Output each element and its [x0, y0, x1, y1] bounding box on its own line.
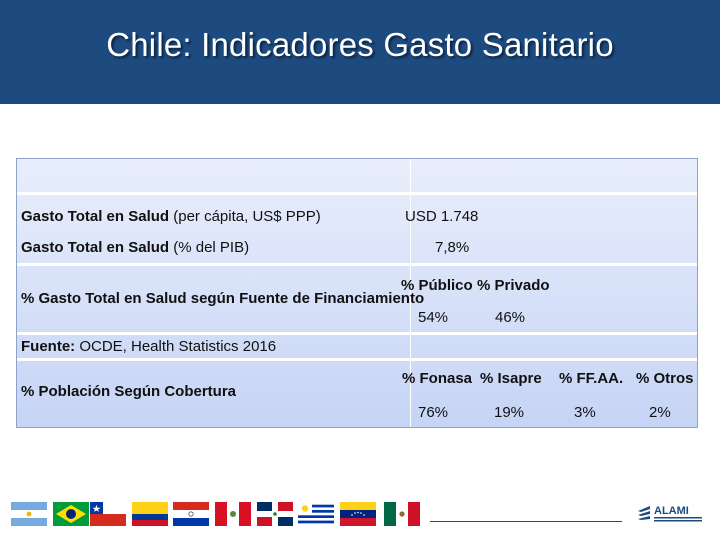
chile-flag-icon [90, 502, 126, 526]
coverage-header-fonasa: % Fonasa [402, 370, 473, 387]
colombia-flag-icon [132, 502, 168, 526]
svg-text:ALAMI: ALAMI [654, 505, 689, 517]
row-divider [17, 358, 697, 361]
indicators-table: Gasto Total en Salud (per cápita, US$ PP… [16, 158, 698, 428]
financing-header-privado: % Privado [477, 277, 550, 294]
row-per-capita-value: USD 1.748 [405, 208, 479, 225]
financing-value-publico: 54% [418, 309, 449, 326]
title-banner: Chile: Indicadores Gasto Sanitario [0, 0, 720, 104]
coverage-value-fonasa: 76% [418, 404, 449, 421]
coverage-header-otros: % Otros [636, 370, 694, 387]
coverage-value-ffaa: 3% [574, 404, 596, 421]
dominican-republic-flag-icon [257, 502, 293, 526]
financing-source-label: % Gasto Total en Salud según Fuente de F… [21, 290, 425, 307]
financing-value-privado: 46% [495, 309, 526, 326]
row-pib-label: Gasto Total en Salud (% del PIB) [21, 239, 250, 256]
column-divider [410, 159, 411, 427]
coverage-header-isapre: % Isapre [480, 370, 542, 387]
row-pib-value: 7,8% [435, 239, 470, 256]
paraguay-flag-icon [173, 502, 209, 526]
row-per-capita-label: Gasto Total en Salud (per cápita, US$ PP… [21, 208, 321, 225]
footer-divider [430, 521, 622, 522]
alami-logo: ALAMI [636, 502, 706, 526]
page-title: Chile: Indicadores Gasto Sanitario [106, 26, 614, 63]
financing-header-publico: % Público [401, 277, 473, 294]
coverage-value-isapre: 19% [494, 404, 525, 421]
coverage-header-ffaa: % FF.AA. [559, 370, 624, 387]
peru-flag-icon [215, 502, 251, 526]
uruguay-flag-icon [298, 502, 334, 526]
venezuela-flag-icon [340, 502, 376, 526]
row-divider [17, 192, 697, 195]
argentina-flag-icon [11, 502, 47, 526]
brazil-flag-icon [53, 502, 89, 526]
coverage-label: % Población Según Cobertura [21, 383, 237, 400]
row-divider [17, 263, 697, 266]
coverage-value-otros: 2% [649, 404, 671, 421]
row-divider [17, 332, 697, 335]
source-note: Fuente: OCDE, Health Statistics 2016 [21, 338, 277, 355]
mexico-flag-icon [384, 502, 420, 526]
